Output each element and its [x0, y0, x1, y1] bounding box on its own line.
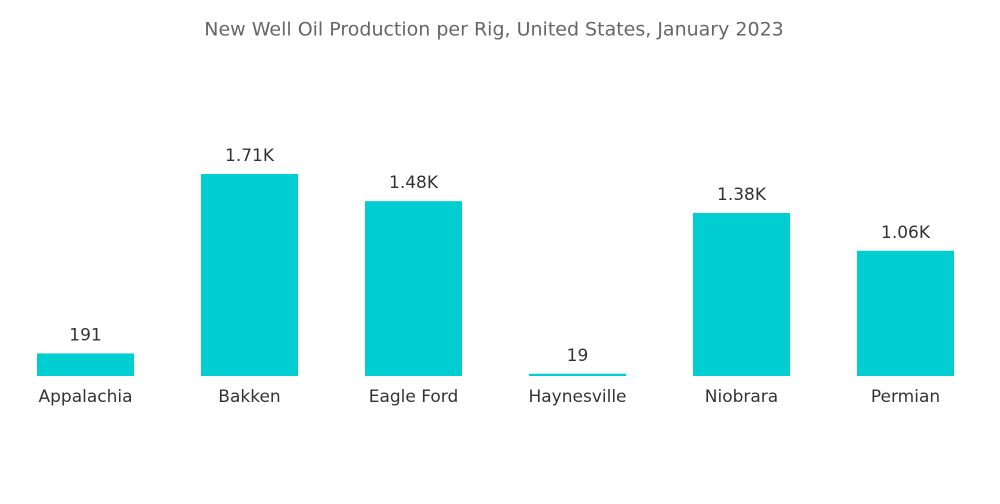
value-label: 191: [69, 325, 101, 345]
x-tick-label: Appalachia: [38, 387, 132, 407]
x-tick-label: Niobrara: [705, 387, 778, 407]
bar: [365, 201, 462, 376]
x-tick-label: Haynesville: [528, 387, 626, 407]
bar: [201, 174, 298, 376]
value-label: 1.06K: [881, 223, 931, 243]
bar: [37, 353, 134, 376]
value-label: 1.71K: [225, 146, 275, 166]
value-label: 1.48K: [389, 173, 439, 193]
bar: [857, 250, 954, 376]
value-label: 19: [567, 346, 589, 366]
bar: [693, 212, 790, 376]
value-label: 1.38K: [717, 185, 767, 205]
x-tick-label: Permian: [871, 387, 940, 407]
chart-title: New Well Oil Production per Rig, United …: [204, 19, 784, 41]
bar: [529, 373, 626, 376]
x-tick-label: Eagle Ford: [369, 387, 459, 407]
x-tick-label: Bakken: [218, 387, 280, 407]
